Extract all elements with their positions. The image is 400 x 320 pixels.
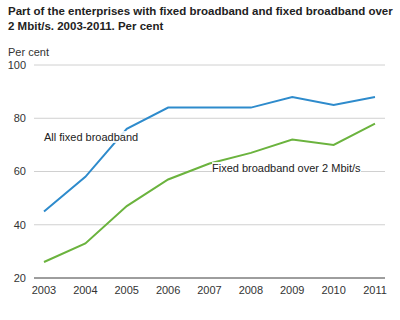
svg-text:2004: 2004	[73, 284, 97, 296]
svg-text:2008: 2008	[239, 284, 263, 296]
svg-text:2010: 2010	[321, 284, 345, 296]
html-text:Per cent: Per cent	[8, 46, 49, 58]
html-text:Fixed broadband over 2 Mbit/s: Fixed broadband over 2 Mbit/s	[212, 162, 361, 174]
html-text:All fixed broadband: All fixed broadband	[44, 131, 139, 143]
svg-text:2009: 2009	[280, 284, 304, 296]
html-text:Part of the enterprises with f: Part of the enterprises with fixed broad…	[8, 5, 393, 32]
svg-text:2007: 2007	[197, 284, 221, 296]
svg-text:2003: 2003	[32, 284, 56, 296]
svg-text:100: 100	[8, 59, 26, 71]
svg-text:2005: 2005	[115, 284, 139, 296]
svg-text:40: 40	[14, 219, 26, 231]
svg-text:2006: 2006	[156, 284, 180, 296]
svg-text:60: 60	[14, 165, 26, 177]
svg-text:2011: 2011	[363, 284, 387, 296]
svg-text:80: 80	[14, 112, 26, 124]
svg-text:20: 20	[14, 272, 26, 284]
